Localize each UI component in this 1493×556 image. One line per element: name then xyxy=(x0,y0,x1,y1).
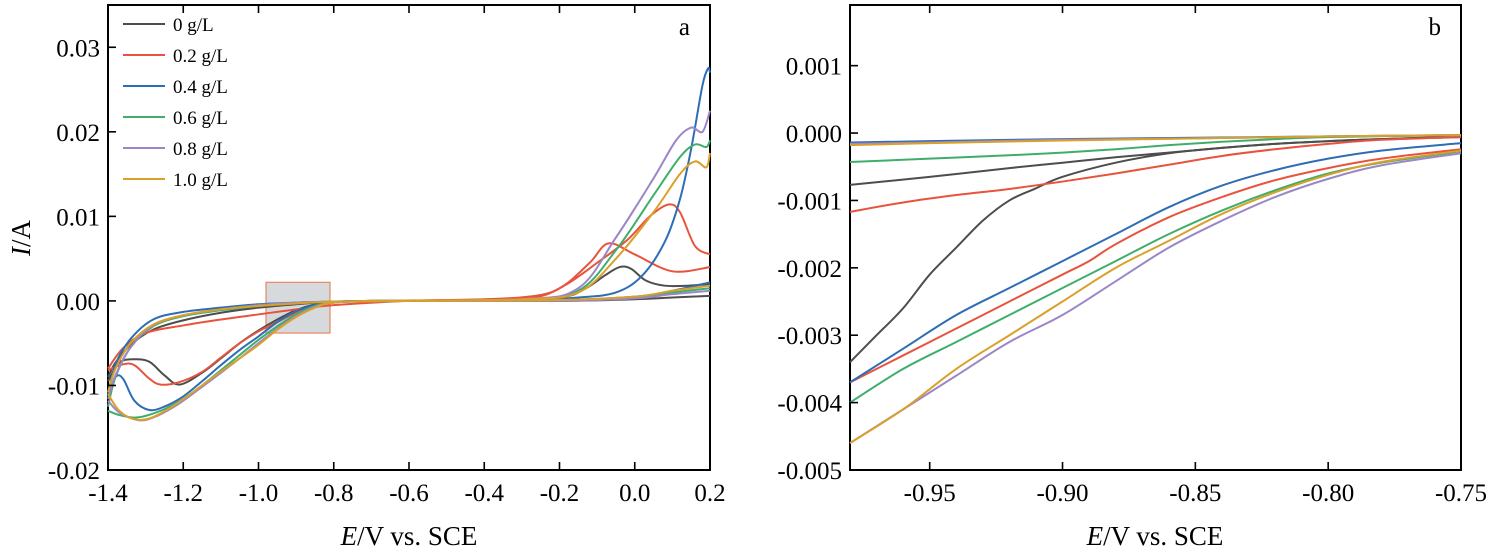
zoom-region-rect xyxy=(265,281,331,334)
panel-b-x-ticks: -0.95 -0.90 -0.85 -0.80 -0.75 xyxy=(904,5,1487,507)
legend-label: 0.2 g/L xyxy=(173,46,228,67)
panel-b-y-ticks: -0.005 -0.004 -0.003 -0.002 -0.001 0.000 0.001 xyxy=(777,54,858,485)
panel-b-y-tick-label: -0.001 xyxy=(777,188,842,215)
panel-b-x-tick-label: -0.75 xyxy=(1435,480,1487,507)
panel-a-y-tick-label: 0.03 xyxy=(56,35,100,62)
panel-b-x-tick-label: -0.95 xyxy=(904,480,956,507)
panel-a-series xyxy=(107,66,711,422)
series-1-0-g-l xyxy=(849,134,1462,444)
series-line-lower xyxy=(849,150,1462,404)
legend-label: 0.4 g/L xyxy=(173,77,228,98)
panel-a-y-tick-label: 0.00 xyxy=(56,289,100,316)
panel-a-x-tick-label: -0.8 xyxy=(314,480,354,507)
panel-b-y-tick-label: 0.000 xyxy=(786,121,842,148)
panel-b-y-tick-label: -0.002 xyxy=(777,256,842,283)
panel-a-zoom-box xyxy=(265,281,331,334)
series-line-forward xyxy=(107,139,711,419)
series-0-g-l xyxy=(107,265,711,386)
panel-b-y-tick-label: 0.001 xyxy=(786,54,842,81)
series-line-forward xyxy=(107,265,711,386)
panel-b-y-tick-label: -0.004 xyxy=(777,391,842,418)
series-0-8-g-l xyxy=(849,134,1462,444)
panel-a-y-axis-title: I/A xyxy=(6,219,36,257)
panel-a-x-tick-label: -0.2 xyxy=(540,480,580,507)
panel-a-x-axis-title-italic: E xyxy=(340,521,358,551)
panel-a-x-axis-title-rest: /V vs. SCE xyxy=(357,521,477,551)
series-line-reverse xyxy=(107,284,711,393)
legend-label: 0 g/L xyxy=(173,15,214,36)
panel-a-x-ticks: -1.4 -1.2 -1.0 -0.8 -0.6 -0.4 -0.2 0.0 0.2 xyxy=(88,5,726,507)
panel-b-x-tick-label: -0.80 xyxy=(1302,480,1354,507)
panel-a-x-tick-label: -1.0 xyxy=(239,480,279,507)
panel-a-y-axis-title-italic: I xyxy=(6,245,36,257)
panel-a-legend: 0 g/L 0.2 g/L 0.4 g/L 0.6 g/L 0.8 g/L 1.0 g/L xyxy=(123,15,228,191)
legend-label: 0.8 g/L xyxy=(173,139,228,160)
panel-a-x-tick-label: -0.4 xyxy=(464,480,504,507)
series-1-0-g-l xyxy=(107,152,711,422)
panel-a-plot-frame xyxy=(107,4,711,471)
panel-b-plot-frame xyxy=(849,4,1462,471)
series-0-4-g-l xyxy=(849,134,1462,384)
panel-b-x-axis-title-rest: /V vs. SCE xyxy=(1103,521,1223,551)
series-line-reverse xyxy=(107,294,711,378)
series-line-upper xyxy=(849,134,1462,147)
series-line-lower xyxy=(849,149,1462,444)
panel-a-x-tick-label: 0.0 xyxy=(619,480,650,507)
series-line-lower xyxy=(849,152,1462,444)
series-line-upper xyxy=(849,135,1462,186)
panel-a-x-tick-label: -1.4 xyxy=(88,480,128,507)
legend-item: 0.6 g/L xyxy=(123,108,228,129)
series-0-g-l xyxy=(849,135,1462,363)
legend-item: 0.8 g/L xyxy=(123,139,228,160)
panel-a-x-tick-label: -1.2 xyxy=(163,480,203,507)
panel-a-x-axis-title: E/V vs. SCE xyxy=(340,521,478,551)
panel-b-label: b xyxy=(1429,14,1442,41)
legend-item: 0.4 g/L xyxy=(123,77,228,98)
panel-a-y-tick-label: -0.01 xyxy=(48,373,100,400)
panel-a-label: a xyxy=(679,14,690,41)
panel-b-x-tick-label: -0.90 xyxy=(1036,480,1088,507)
legend-item: 0 g/L xyxy=(123,15,214,36)
panel-a-y-axis-title-rest: /A xyxy=(6,219,36,247)
panel-b-series xyxy=(849,134,1462,444)
panel-a-x-tick-label: -0.6 xyxy=(389,480,429,507)
panel-a-y-tick-label: 0.02 xyxy=(56,120,100,147)
legend-label: 0.6 g/L xyxy=(173,108,228,129)
panel-b-x-axis-title-italic: E xyxy=(1086,521,1104,551)
legend-item: 0.2 g/L xyxy=(123,46,228,67)
panel-b-y-tick-label: -0.003 xyxy=(777,323,842,350)
legend-label: 1.0 g/L xyxy=(173,170,228,191)
panel-a-y-tick-label: -0.02 xyxy=(48,458,100,485)
series-line-reverse xyxy=(107,242,711,370)
series-line-lower xyxy=(849,142,1462,384)
legend-item: 1.0 g/L xyxy=(123,170,228,191)
panel-b-x-tick-label: -0.85 xyxy=(1169,480,1221,507)
panel-b: -0.95 -0.90 -0.85 -0.80 -0.75 -0.005-0.004-0… xyxy=(777,4,1487,551)
series-line-lower xyxy=(849,136,1462,363)
series-line-reverse xyxy=(107,289,711,400)
panel-b-x-axis-title: E/V vs. SCE xyxy=(1086,521,1224,551)
series-line-forward xyxy=(107,152,711,422)
series-line-lower xyxy=(849,148,1462,384)
panel-a-x-tick-label: 0.2 xyxy=(694,480,725,507)
panel-a: -1.4 -1.2 -1.0 -0.8 -0.6 -0.4 -0.2 0.0 0.2 -0.02… xyxy=(6,4,726,551)
panel-a-y-ticks: -0.02 -0.01 0.00 0.01 0.02 0.03 xyxy=(48,35,116,485)
series-0-2-g-l xyxy=(849,136,1462,384)
series-line-upper xyxy=(849,136,1462,213)
panel-b-y-tick-label: -0.005 xyxy=(777,458,842,485)
panel-a-y-tick-label: 0.01 xyxy=(56,204,100,231)
